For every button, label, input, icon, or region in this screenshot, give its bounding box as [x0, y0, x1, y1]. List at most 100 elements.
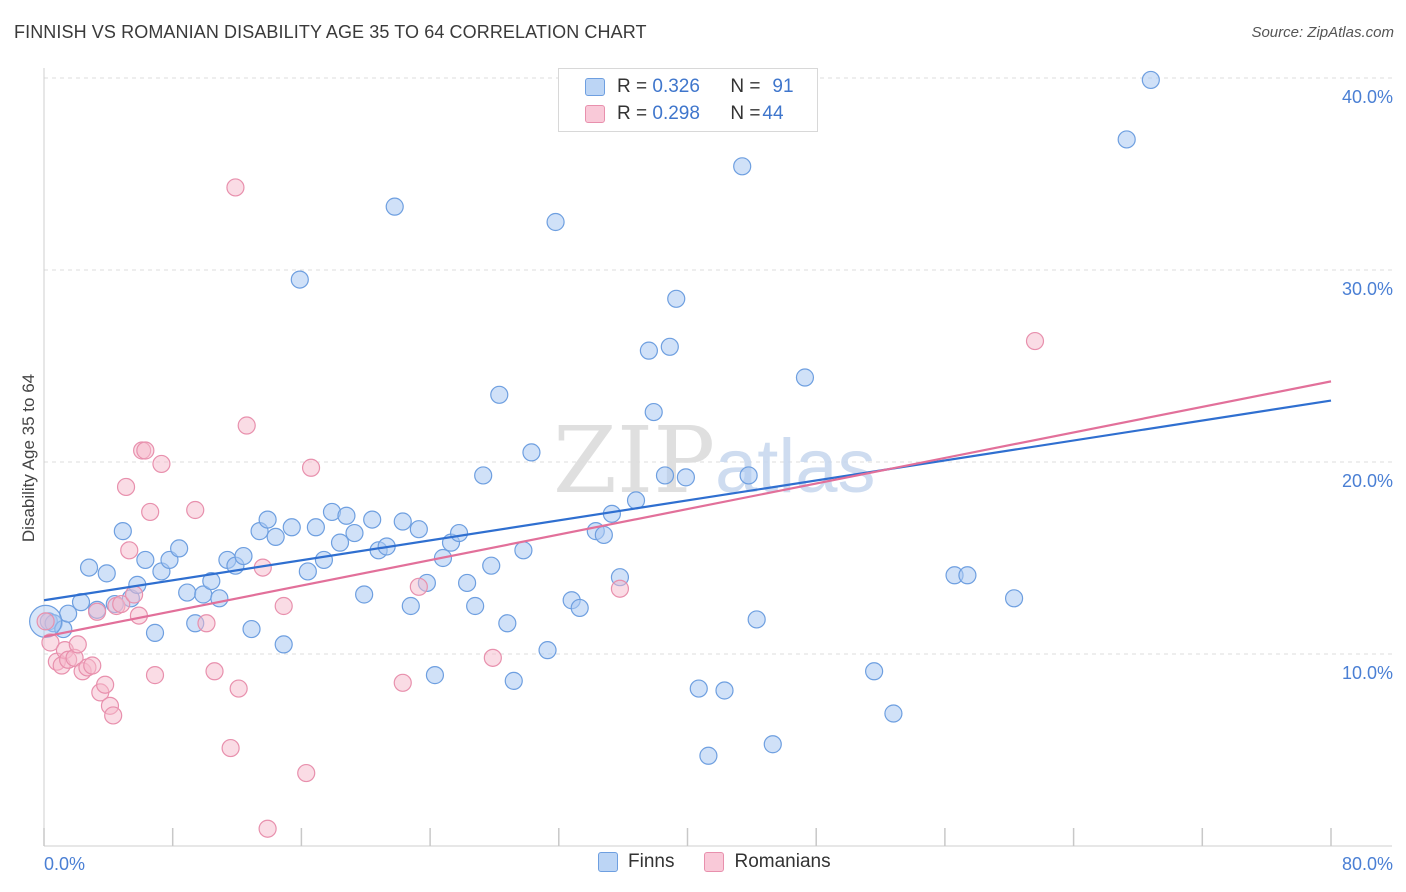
- finns-point: [865, 662, 884, 681]
- finns-point: [538, 641, 557, 660]
- finns-point: [306, 518, 325, 537]
- finns-point: [79, 558, 99, 577]
- y-tick-label-30: 30.0%: [1342, 279, 1393, 299]
- finns-point: [314, 550, 334, 570]
- romanians-point: [258, 819, 277, 838]
- bottom-legend-finns: Finns: [598, 851, 674, 873]
- finns-point: [660, 337, 679, 356]
- finns-point: [170, 539, 189, 558]
- finns-point: [514, 541, 533, 560]
- finns-point: [522, 443, 541, 462]
- bottom-legend-label-romanians: Romanians: [734, 851, 831, 872]
- y-tick-label-20: 20.0%: [1342, 471, 1393, 491]
- finns-point: [884, 704, 903, 723]
- legend-n-value-romanians: 44: [762, 103, 784, 124]
- finns-point: [393, 512, 412, 531]
- x-tick-label-max: 80.0%: [1342, 854, 1393, 874]
- y-tick-label-40: 40.0%: [1342, 87, 1393, 107]
- y-axis-title: Disability Age 35 to 64: [19, 374, 38, 542]
- romanians-point: [229, 679, 248, 698]
- source-label: Source: ZipAtlas.com: [1251, 24, 1394, 41]
- finns-point: [667, 289, 686, 308]
- legend-row-romanians: R = 0.298 N = 44: [585, 102, 784, 126]
- romanians-point: [274, 596, 293, 616]
- finns-trend-line: [43, 399, 1332, 602]
- bottom-legend: Finns Romanians: [598, 851, 861, 873]
- finns-point: [466, 596, 485, 616]
- romanians-point: [112, 594, 131, 614]
- romanians-point: [483, 648, 502, 667]
- finns-point: [763, 735, 782, 754]
- finns-point: [385, 197, 404, 216]
- legend-row-finns: R = 0.326 N = 91: [585, 75, 794, 99]
- romanians-point: [205, 662, 224, 681]
- romanians-point: [96, 675, 115, 694]
- legend-r-label-finns: R =: [617, 76, 653, 97]
- bottom-legend-label-finns: Finns: [628, 851, 675, 872]
- romanians-point: [197, 614, 216, 633]
- romanians-point: [116, 477, 136, 497]
- romanians-point: [226, 178, 245, 197]
- romanians-point: [36, 612, 55, 631]
- chart-title: FINNISH VS ROMANIAN DISABILITY AGE 35 TO…: [14, 22, 647, 42]
- romanians-point: [145, 666, 165, 685]
- tick-labels: 10.0% 20.0% 30.0% 40.0% 0.0% 80.0%: [44, 87, 1393, 874]
- romanians-point: [393, 673, 412, 692]
- romanians-point: [237, 416, 256, 435]
- finns-point: [449, 523, 469, 543]
- finns-point: [401, 596, 420, 616]
- finns-point: [355, 585, 374, 604]
- romanians-trend-line: [43, 380, 1332, 638]
- x-tick-label-min: 0.0%: [44, 854, 85, 874]
- romanians-point: [409, 577, 428, 596]
- romanians-point: [152, 454, 171, 474]
- finns-point: [425, 666, 445, 685]
- finns-point: [202, 571, 221, 591]
- trend-lines: [43, 380, 1332, 638]
- finns-point: [337, 506, 356, 525]
- legend: R = 0.326 N = 91 R = 0.298 N = 44: [558, 68, 818, 132]
- romanians-point: [124, 585, 144, 604]
- watermark-atlas: atlas: [715, 424, 876, 509]
- legend-r-value-finns: 0.326: [652, 76, 700, 97]
- bottom-legend-romanians: Romanians: [704, 851, 831, 873]
- finns-point: [655, 466, 675, 485]
- romanians-point: [301, 458, 321, 477]
- legend-n-label-finns: N =: [730, 76, 766, 97]
- grid-lines: [44, 77, 1392, 655]
- finns-point: [699, 746, 718, 765]
- finns-point: [689, 679, 708, 698]
- y-tick-label-10: 10.0%: [1342, 663, 1393, 683]
- finns-point: [1004, 589, 1024, 608]
- finns-point: [136, 550, 155, 570]
- finns-point: [1141, 70, 1160, 90]
- finns-point: [298, 562, 317, 581]
- finns-point: [482, 556, 501, 575]
- romanians-points: [36, 178, 1045, 838]
- romanians-point: [221, 738, 240, 758]
- finns-point: [274, 635, 293, 654]
- axes: [43, 68, 1392, 847]
- finns-point: [234, 546, 253, 566]
- finns-point: [1117, 130, 1136, 149]
- legend-n-label-romanians: N =: [730, 103, 766, 124]
- finns-point: [345, 523, 364, 543]
- finns-point: [258, 510, 277, 529]
- finns-point: [546, 212, 565, 232]
- romanians-point: [141, 502, 160, 522]
- romanians-point: [186, 500, 205, 520]
- finns-point: [282, 518, 301, 537]
- finns-points: [29, 70, 1160, 765]
- finns-point: [490, 385, 509, 404]
- finns-point: [733, 157, 752, 176]
- finns-point: [715, 681, 734, 700]
- finns-point: [639, 341, 658, 360]
- finns-point: [178, 583, 197, 602]
- romanians-point: [610, 579, 630, 598]
- finns-point: [145, 623, 165, 642]
- finns-point: [594, 525, 613, 545]
- legend-n-value-finns: 91: [772, 76, 794, 97]
- romanians-point: [1025, 331, 1045, 351]
- finns-point: [747, 610, 766, 629]
- finns-point: [97, 564, 116, 583]
